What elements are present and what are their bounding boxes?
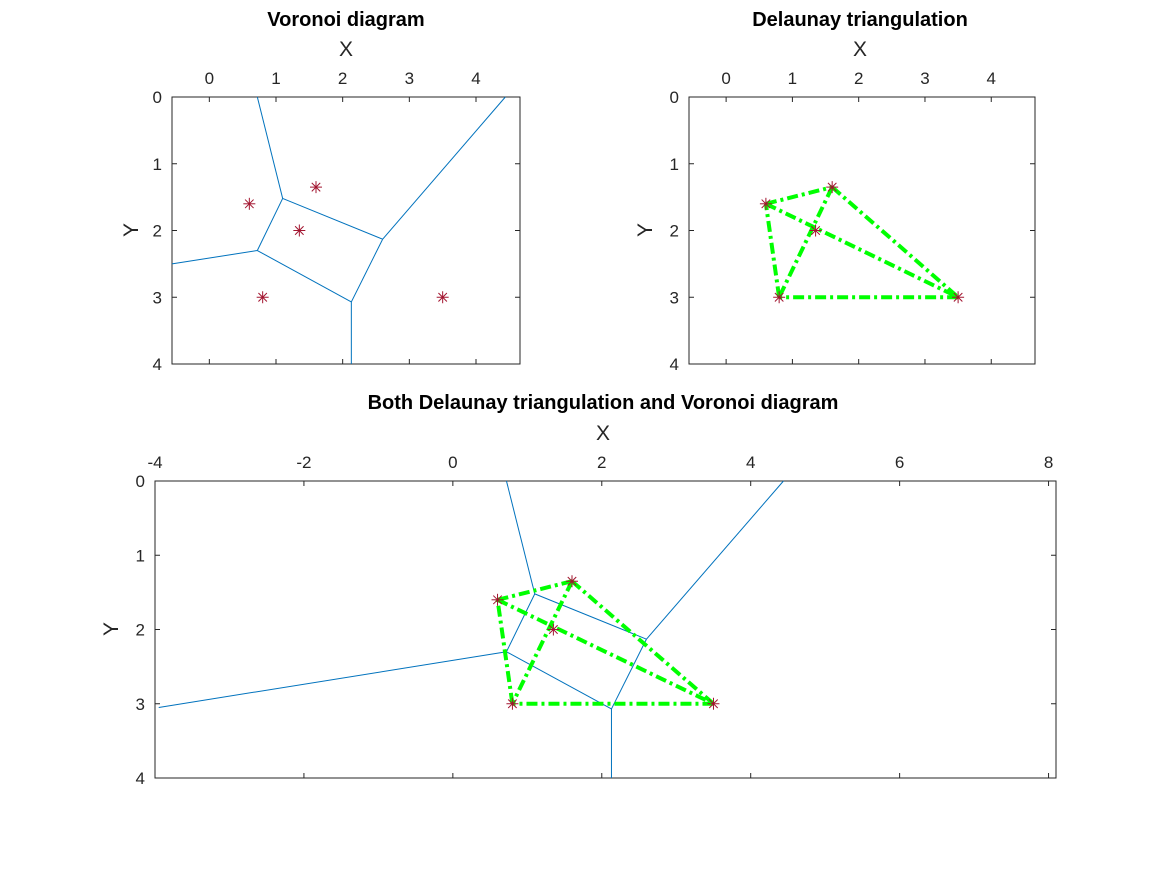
combined-xtick-label: -4 [147, 453, 162, 472]
delaunay-edge [570, 579, 715, 706]
voronoi-edge [257, 250, 352, 303]
combined-ytick-label: 4 [136, 769, 145, 788]
combined-voronoi-edges [158, 480, 784, 778]
data-point-marker [491, 593, 504, 606]
delaunay-edge [510, 580, 574, 705]
combined-xtick-label: 8 [1044, 453, 1053, 472]
voronoi-plot-area [171, 96, 521, 365]
voronoi-edge [506, 651, 612, 710]
combined-xtick-label: 0 [448, 453, 457, 472]
delaunay-title: Delaunay triangulation [752, 9, 968, 31]
combined-points [491, 575, 720, 710]
delaunay-points [759, 181, 965, 304]
delaunay-edge [765, 202, 959, 300]
voronoi-ytick-label: 4 [153, 355, 162, 374]
data-point-marker [547, 623, 560, 636]
data-point-marker [773, 291, 786, 304]
combined-xtick-label: 2 [597, 453, 606, 472]
delaunay-ylabel: Y [634, 223, 657, 237]
voronoi-ylabel: Y [120, 223, 143, 237]
combined-delaunay-edges [495, 579, 715, 706]
voronoi-ytick-label: 2 [153, 222, 162, 241]
delaunay-xtick-label: 1 [788, 69, 797, 88]
delaunay-ytick-label: 2 [670, 222, 679, 241]
voronoi-edge [256, 96, 284, 199]
data-point-marker [506, 697, 519, 710]
voronoi-xtick-label: 1 [271, 69, 280, 88]
combined-panel: Both Delaunay triangulation and Voronoi … [100, 392, 1057, 788]
voronoi-xtick-label: 2 [338, 69, 347, 88]
delaunay-xlabel: X [853, 38, 867, 61]
delaunay-ytick-label: 1 [670, 155, 679, 174]
voronoi-ticks: 0 1 2 3 4 0 1 2 3 4 [153, 69, 520, 374]
data-point-marker [293, 224, 306, 237]
combined-ticks: -4 -2 0 2 4 6 8 0 1 2 3 4 [136, 453, 1056, 788]
delaunay-edge [763, 203, 782, 298]
voronoi-edge [158, 651, 507, 708]
data-point-marker [759, 197, 772, 210]
delaunay-panel: Delaunay triangulation X Y 0 1 2 3 4 0 1 2 3 4 [634, 9, 1036, 374]
voronoi-edge [350, 238, 384, 303]
delaunay-ytick-label: 0 [670, 88, 679, 107]
data-point-marker [436, 291, 449, 304]
delaunay-xtick-label: 0 [721, 69, 730, 88]
voronoi-edge [646, 480, 784, 640]
combined-ytick-label: 3 [136, 695, 145, 714]
combined-xtick-label: -2 [296, 453, 311, 472]
delaunay-plot-area [688, 96, 1036, 365]
data-point-marker [243, 197, 256, 210]
voronoi-edge [171, 250, 258, 265]
delaunay-edges [763, 185, 960, 300]
voronoi-edge [611, 638, 647, 710]
delaunay-edge [497, 579, 573, 602]
voronoi-xtick-label: 0 [205, 69, 214, 88]
delaunay-xtick-label: 2 [854, 69, 863, 88]
data-point-marker [707, 697, 720, 710]
voronoi-points [243, 181, 449, 304]
combined-xtick-label: 4 [746, 453, 755, 472]
delaunay-edge [496, 597, 715, 706]
voronoi-edge [506, 593, 536, 652]
delaunay-ytick-label: 4 [670, 355, 679, 374]
data-point-marker [565, 575, 578, 588]
voronoi-edges [171, 96, 506, 364]
voronoi-ytick-label: 3 [153, 288, 162, 307]
data-point-marker [310, 181, 322, 194]
combined-ytick-label: 0 [136, 472, 145, 491]
voronoi-ytick-label: 1 [153, 155, 162, 174]
delaunay-edge [830, 185, 960, 299]
delaunay-xtick-label: 4 [987, 69, 996, 88]
data-point-marker [256, 291, 269, 304]
voronoi-xlabel: X [339, 38, 353, 61]
voronoi-panel: Voronoi diagram X Y 0 1 2 3 4 0 1 2 3 4 [120, 9, 521, 374]
combined-xlabel: X [596, 422, 610, 445]
combined-ylabel: Y [100, 622, 123, 636]
combined-title: Both Delaunay triangulation and Voronoi … [368, 392, 839, 414]
data-point-marker [809, 224, 822, 237]
voronoi-edge [282, 197, 383, 240]
voronoi-edge [256, 198, 284, 251]
combined-xtick-label: 6 [895, 453, 904, 472]
combined-ytick-label: 2 [136, 621, 145, 640]
delaunay-xtick-label: 3 [920, 69, 929, 88]
combined-plot-area [154, 480, 1057, 779]
voronoi-title: Voronoi diagram [267, 9, 424, 31]
combined-ytick-label: 1 [136, 546, 145, 565]
data-point-marker [826, 181, 839, 194]
voronoi-xtick-label: 3 [405, 69, 414, 88]
data-point-marker [952, 291, 965, 304]
delaunay-edge [777, 186, 834, 299]
voronoi-edge [505, 480, 536, 594]
delaunay-ytick-label: 3 [670, 288, 679, 307]
voronoi-ytick-label: 0 [153, 88, 162, 107]
voronoi-xtick-label: 4 [471, 69, 480, 88]
delaunay-ticks: 0 1 2 3 4 0 1 2 3 4 [670, 69, 1035, 374]
voronoi-edge [382, 96, 506, 240]
delaunay-edge [495, 599, 515, 705]
